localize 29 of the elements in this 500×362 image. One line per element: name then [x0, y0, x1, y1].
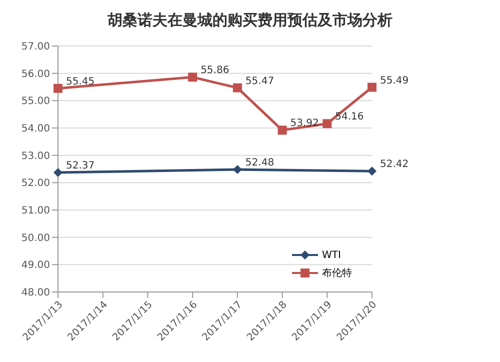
data-label: 52.37	[66, 160, 95, 172]
y-tick-label: 56.00	[21, 68, 50, 80]
y-tick-label: 51.00	[21, 206, 50, 217]
point	[278, 126, 287, 135]
point	[54, 168, 62, 178]
y-tick-label: 55.00	[21, 96, 50, 108]
legend-label: WTI	[322, 250, 341, 260]
data-label: 52.42	[380, 159, 409, 170]
data-label: 55.45	[66, 76, 95, 88]
data-label: 55.49	[380, 75, 409, 86]
y-tick-label: 49.00	[21, 260, 50, 272]
y-tick-label: 57.00	[21, 42, 50, 53]
legend-label: 布伦特	[322, 266, 352, 280]
data-label: 55.86	[200, 65, 230, 76]
point	[232, 83, 242, 92]
point	[322, 119, 332, 128]
y-tick-label: 54.00	[21, 124, 50, 135]
point	[368, 82, 376, 92]
point	[368, 166, 376, 176]
point	[188, 72, 198, 82]
data-label: 55.47	[245, 76, 274, 87]
data-label: 54.16	[335, 112, 364, 123]
data-label: 52.48	[245, 158, 274, 169]
y-tick-label: 50.00	[21, 232, 50, 244]
point	[54, 84, 62, 93]
chart-title: 胡桑诺夫在曼城的购买费用预估及市场分析	[106, 10, 394, 31]
y-tick-label: 53.00	[21, 150, 50, 162]
y-tick-label: 48.00	[21, 288, 50, 299]
y-tick-label: 52.00	[21, 178, 50, 190]
